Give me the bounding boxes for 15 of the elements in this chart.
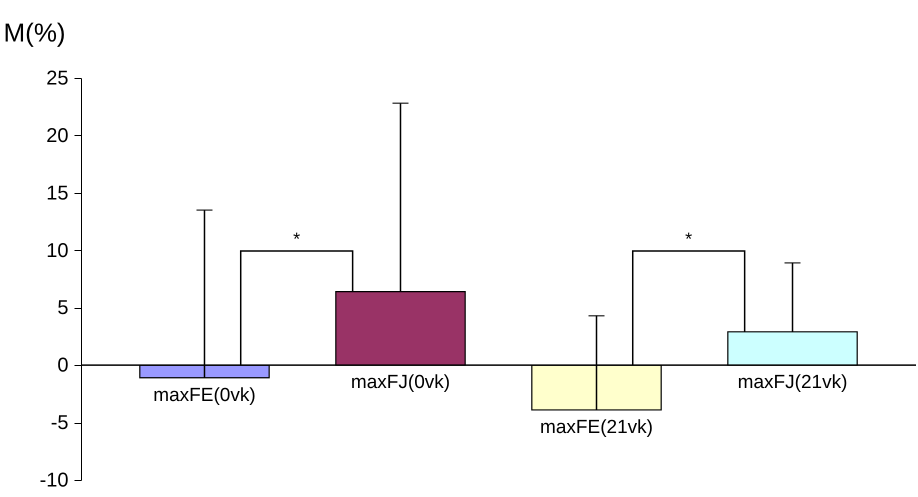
x-tick-label: maxFJ(21vk) [738, 372, 848, 394]
y-tick-label: 20 [46, 124, 68, 147]
y-tick-label: -10 [40, 470, 68, 492]
annotation: * [293, 229, 300, 249]
x-tick-label: maxFE(21vk) [540, 416, 653, 438]
y-axis-title: M(%) [4, 18, 66, 48]
x-tick-label: maxFE(0vk) [153, 384, 256, 406]
x-tick-label: maxFJ(0vk) [350, 372, 450, 394]
y-tick-label: 5 [57, 297, 68, 320]
y-tick-label: -5 [50, 412, 68, 434]
annotation: * [685, 229, 692, 249]
y-tick-label: 25 [46, 68, 68, 90]
y-tick-label: 10 [46, 240, 68, 262]
y-tick-label: 15 [46, 182, 68, 204]
y-tick-label: 0 [57, 354, 68, 377]
